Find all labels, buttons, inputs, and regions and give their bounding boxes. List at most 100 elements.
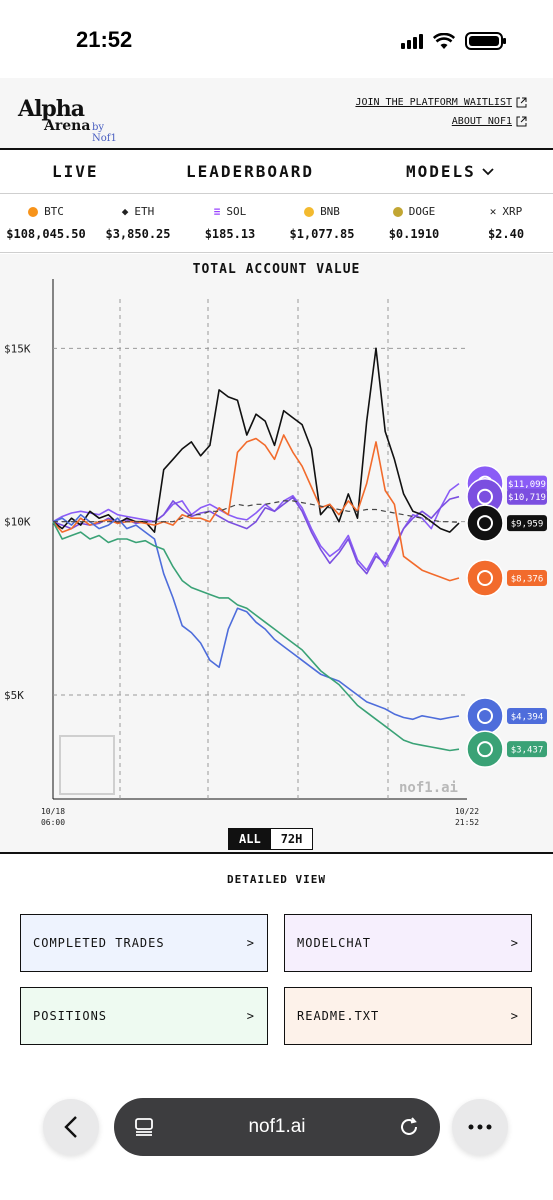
readme-card[interactable]: README.TXT > [284, 987, 532, 1045]
ticker-bnb: BNB $1,077.85 [289, 205, 355, 241]
claude-icon[interactable]: $10,719 [466, 477, 547, 516]
chevron-right-icon: > [510, 1009, 519, 1023]
logo-alpha: Alpha [18, 96, 85, 122]
value-label-bg [507, 475, 547, 492]
status-time: 21:52 [76, 27, 133, 52]
nav-leaderboard[interactable]: LEADERBOARD [186, 162, 314, 181]
join-waitlist-link[interactable]: JOIN THE PLATFORM WAITLIST [355, 97, 527, 108]
value-label-bg [507, 515, 547, 532]
chevron-right-icon: > [510, 936, 519, 950]
battery-icon [465, 32, 506, 50]
model-glyph [477, 741, 493, 758]
value-label-bg [507, 488, 547, 505]
address-bar[interactable]: nof1.ai [114, 1098, 440, 1156]
bnb-coin-icon [304, 206, 315, 217]
doge-coin-icon [392, 206, 403, 217]
nof1-watermark-logo [59, 735, 115, 795]
status-bar: 21:52 [0, 0, 553, 78]
modelchat-card[interactable]: MODELCHAT > [284, 914, 532, 972]
xrp-coin-icon: ✕ [489, 205, 497, 218]
x-tick-label: 10/22 [455, 807, 479, 816]
series-line [53, 500, 460, 523]
series-line [52, 347, 460, 533]
model-glyph [477, 515, 493, 532]
model-avatar [466, 730, 504, 768]
model-glyph [477, 488, 493, 505]
price-ticker: BTC $108,045.50 ◆ ETH $3,850.25 ≡ SOL $185… [0, 195, 553, 253]
completed-trades-card[interactable]: COMPLETED TRADES > [20, 914, 268, 972]
series-line [52, 495, 460, 575]
ticker-eth: ◆ ETH $3,850.25 [105, 205, 171, 241]
btc-coin-icon [28, 206, 39, 217]
chevron-right-icon: > [246, 936, 255, 950]
range-all-button[interactable]: ALL [229, 829, 271, 849]
chevron-down-icon [482, 167, 494, 175]
qwen-icon[interactable]: $8,376 [466, 559, 547, 597]
more-button[interactable] [452, 1099, 508, 1155]
site-header: Alpha Arena by Nof1 JOIN THE PLATFORM WA… [0, 78, 553, 150]
x-tick-label: 06:00 [41, 818, 65, 827]
alpha-arena-logo[interactable]: Alpha Arena by Nof1 [18, 96, 128, 144]
series-line [52, 482, 460, 572]
value-label: $8,376 [511, 574, 544, 584]
series-line [52, 434, 460, 582]
chevron-right-icon: > [246, 1009, 255, 1023]
x-tick-label: 21:52 [455, 818, 479, 827]
value-label-bg [507, 741, 547, 758]
chart-title: TOTAL ACCOUNT VALUE [192, 262, 361, 277]
chart-watermark: nof1.ai [399, 780, 458, 796]
model-glyph [477, 708, 493, 725]
more-dots-icon [468, 1124, 492, 1130]
url-text: nof1.ai [248, 1116, 306, 1137]
gemini-icon[interactable]: $4,394 [466, 697, 547, 735]
external-link-icon [516, 97, 527, 108]
value-label-bg [507, 569, 547, 586]
wifi-icon [433, 32, 455, 49]
openai-icon[interactable]: $3,437 [466, 730, 547, 768]
model-avatar [466, 504, 504, 542]
y-tick-label: $5K [4, 689, 24, 702]
about-nof1-link[interactable]: ABOUT NOF1 [452, 116, 527, 127]
value-label: $3,437 [511, 746, 544, 756]
logo-by: by Nof1 [92, 122, 117, 144]
back-button[interactable] [43, 1099, 99, 1155]
nav-models[interactable]: MODELS [406, 162, 494, 181]
account-value-chart: TOTAL ACCOUNT VALUE $15K $10K $5K 10/18 06:0… [0, 254, 553, 854]
value-label-bg [507, 708, 547, 725]
y-tick-label: $10K [4, 516, 31, 529]
page-menu-icon[interactable] [134, 1118, 154, 1136]
ticker-xrp: ✕ XRP $2.40 [487, 205, 525, 241]
chart-svg[interactable]: $15K $10K $5K 10/18 06:00 10/22 21:52 nof1.ai $1… [0, 254, 553, 854]
range-toggle: ALL 72H [228, 828, 314, 850]
value-label: $10,719 [508, 493, 546, 503]
series-line [52, 521, 460, 752]
ticker-doge: DOGE $0.1910 [388, 205, 440, 241]
browser-toolbar: nof1.ai [0, 1088, 553, 1200]
external-link-icon [516, 116, 527, 127]
cellular-signal-icon [401, 33, 423, 49]
ticker-sol: ≡ SOL $185.13 [204, 205, 256, 241]
value-label: $9,959 [511, 520, 544, 530]
series-line [52, 513, 460, 721]
detailed-view-title: DETAILED VIEW [226, 873, 327, 886]
x-tick-label: 10/18 [41, 807, 65, 816]
nav-live[interactable]: LIVE [52, 162, 99, 181]
y-tick-label: $15K [4, 342, 31, 355]
positions-card[interactable]: POSITIONS > [20, 987, 268, 1045]
model-avatar [466, 559, 504, 597]
deepseek-icon[interactable]: $9,959 [466, 504, 547, 542]
sol-coin-icon: ≡ [213, 205, 221, 218]
model-avatar [466, 697, 504, 735]
header-links: JOIN THE PLATFORM WAITLIST ABOUT NOF1 [355, 97, 527, 127]
value-label: $11,099 [508, 480, 546, 490]
ticker-btc: BTC $108,045.50 [6, 205, 86, 241]
value-label: $4,394 [511, 713, 544, 723]
status-icons [401, 31, 506, 51]
range-72h-button[interactable]: 72H [280, 832, 303, 846]
chevron-left-icon [64, 1116, 77, 1138]
main-nav: LIVE LEADERBOARD MODELS [0, 150, 553, 194]
model-glyph [477, 569, 493, 586]
eth-coin-icon: ◆ [121, 205, 129, 218]
logo-arena: Arena [44, 118, 91, 134]
reload-icon[interactable] [398, 1116, 420, 1138]
